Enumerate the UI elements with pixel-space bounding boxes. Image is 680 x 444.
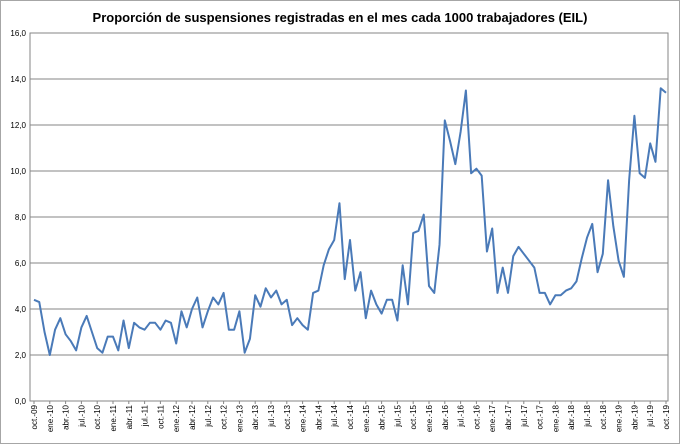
y-tick-label: 8,0	[15, 213, 27, 222]
x-tick-label: ene.-12	[172, 404, 181, 432]
x-tick-label: oct.-14	[346, 404, 355, 429]
y-tick-label: 4,0	[15, 305, 27, 314]
series-line	[33, 87, 667, 356]
x-tick-label: oct.-10	[93, 404, 102, 429]
x-tick-label: ene.-16	[425, 404, 434, 432]
chart-title: Proporción de suspensiones registradas e…	[92, 10, 588, 25]
x-tick-label: jul.-10	[77, 404, 86, 427]
x-tick-label: ene.-10	[46, 404, 55, 432]
x-tick-label: jul.-15	[393, 404, 402, 427]
x-tick-label: oct.-18	[599, 404, 608, 429]
y-tick-label: 14,0	[10, 75, 26, 84]
x-tick-label: ene.-17	[488, 404, 497, 432]
x-tick-label: oct.-17	[536, 404, 545, 429]
x-tick-label: oct.-16	[472, 404, 481, 429]
x-tick-label: oct.-15	[409, 404, 418, 429]
x-tick-label: oct.-11	[156, 404, 165, 428]
x-tick-label: abr.-16	[441, 404, 450, 429]
x-tick-label: jul.-11	[141, 404, 150, 427]
x-tick-label: jul.-16	[457, 404, 466, 427]
x-tick-label: abr.-18	[567, 404, 576, 429]
x-tick-label: jul.-12	[204, 404, 213, 427]
x-tick-label: abr.-13	[251, 404, 260, 429]
x-tick-label: oct.-12	[220, 404, 229, 429]
x-tick-label: abr.-12	[188, 404, 197, 429]
x-tick-label: jul.-14	[330, 404, 339, 427]
x-tick-label: ene.-14	[299, 404, 308, 432]
y-tick-label: 12,0	[10, 121, 26, 130]
x-tick-label: jul.-19	[646, 404, 655, 427]
x-tick-label: ene.-18	[551, 404, 560, 432]
x-tick-label: abr.-14	[314, 404, 323, 429]
x-tick-label: ene.-13	[235, 404, 244, 432]
x-tick-label: abr.-15	[378, 404, 387, 429]
x-tick-label: jul.-17	[520, 404, 529, 427]
x-tick-label: oct.-09	[30, 404, 39, 429]
x-tick-label: ene.-11	[109, 404, 118, 431]
x-tick-label: oct.-19	[662, 404, 671, 429]
x-tick-label: jul.-18	[583, 404, 592, 427]
y-tick-label: 2,0	[15, 351, 27, 360]
x-tick-label: ene.-15	[362, 404, 371, 432]
y-tick-label: 0,0	[15, 397, 27, 406]
y-tick-label: 16,0	[10, 29, 26, 38]
x-tick-label: abr.-17	[504, 404, 513, 429]
y-tick-label: 6,0	[15, 259, 27, 268]
x-tick-label: abr.-10	[62, 404, 71, 429]
x-tick-label: oct.-13	[283, 404, 292, 429]
x-tick-label: ene.-19	[615, 404, 624, 432]
x-tick-label: abr.-19	[630, 404, 639, 429]
x-tick-label: abr.-11	[125, 404, 134, 429]
x-tick-label: jul.-13	[267, 404, 276, 427]
y-tick-label: 10,0	[10, 167, 26, 176]
